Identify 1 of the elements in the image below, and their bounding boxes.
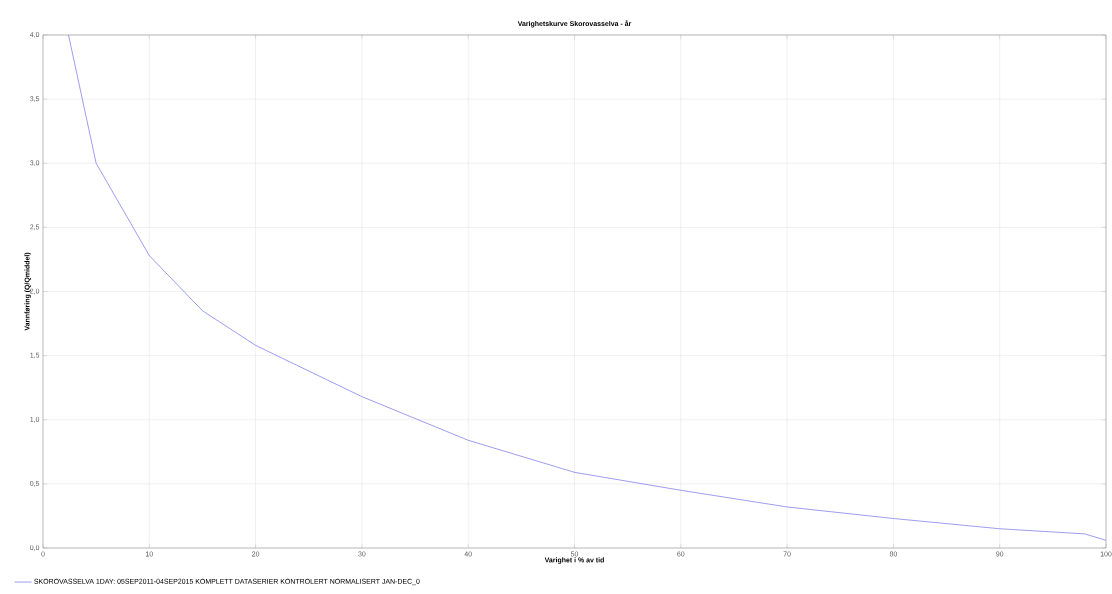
line-series <box>68 34 1107 541</box>
